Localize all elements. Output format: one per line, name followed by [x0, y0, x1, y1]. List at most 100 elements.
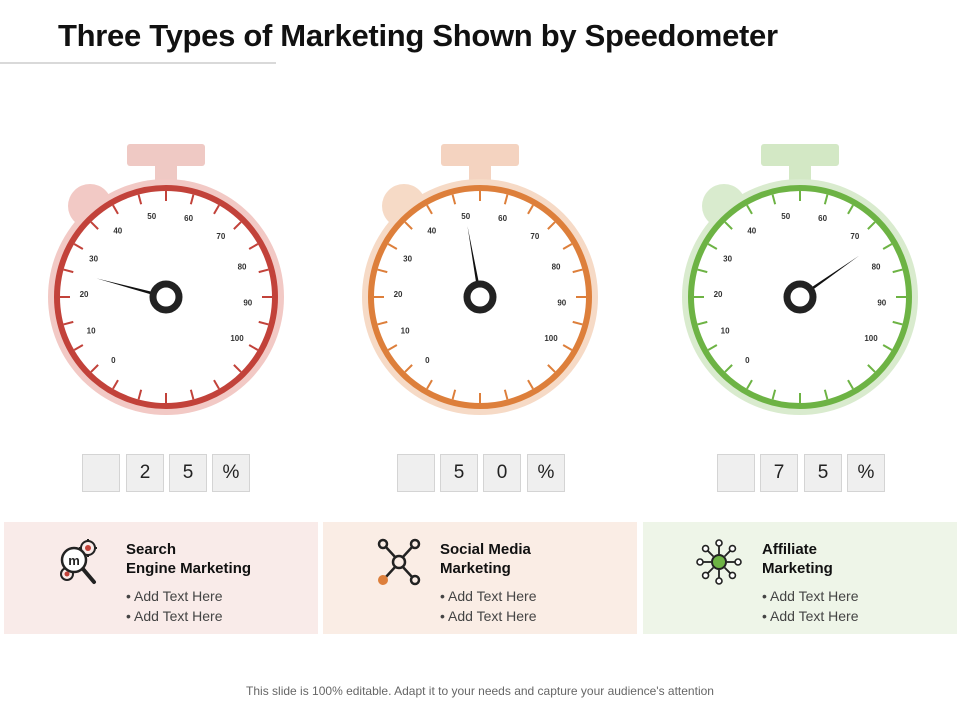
gauge-tick — [527, 379, 534, 390]
gauge-scale-label: 0 — [425, 356, 430, 365]
stopwatch-crown — [761, 144, 839, 166]
gauge-scale-label: 30 — [89, 255, 98, 264]
gauge-tick — [847, 379, 854, 390]
gauge-scale-label: 80 — [238, 262, 247, 271]
stopwatch-stem — [469, 164, 491, 182]
gauge-hub — [783, 280, 817, 314]
digit-box: 2 — [126, 454, 164, 492]
gauge-tick — [847, 204, 854, 215]
bullet-item: Add Text Here — [762, 606, 858, 626]
card-heading: Search — [126, 541, 177, 558]
footer-note: This slide is 100% editable. Adapt it to… — [246, 684, 714, 698]
gauge-tick — [724, 364, 733, 373]
gauge-tick — [823, 389, 829, 400]
speedometer-1: 0 10 20 30 40 50 60 70 80 90 100 — [46, 140, 286, 420]
gauge-tick — [724, 221, 733, 230]
gauge-scale-label: 70 — [850, 232, 859, 241]
gauge-scale-label: 80 — [872, 262, 881, 271]
bullet-item: Add Text Here — [126, 606, 222, 626]
stopwatch-crown — [127, 144, 205, 166]
affiliate-node — [728, 544, 737, 553]
gauge-tick — [213, 379, 220, 390]
gauge-scale-label: 30 — [723, 255, 732, 264]
digit-box: 5 — [169, 454, 207, 492]
gauge-tick — [112, 379, 119, 390]
gauge-scale-label: 70 — [530, 232, 539, 241]
gauge-tick — [248, 344, 259, 351]
gauge-scale-label: 100 — [544, 334, 558, 343]
affiliate-node — [701, 571, 710, 580]
gauge-tick — [882, 243, 893, 250]
gauge-scale-label: 60 — [498, 214, 507, 223]
gauge-tick — [892, 320, 903, 326]
gauge-scale-label: 20 — [394, 290, 403, 299]
gauge-scale-label: 10 — [401, 326, 410, 335]
gauge-scale-label: 50 — [147, 212, 156, 221]
gauge-tick — [527, 204, 534, 215]
bullet-item: Add Text Here — [440, 606, 536, 626]
gauge-tick — [451, 194, 457, 205]
gauge-tick — [823, 194, 829, 205]
gauge-tick — [258, 268, 269, 274]
speedometer-graphic: 0 10 20 30 40 50 60 70 80 90 100 — [362, 144, 598, 415]
gauge-scale-label: 20 — [80, 290, 89, 299]
gauge-scale-label: 0 — [745, 356, 750, 365]
gauge-tick — [404, 221, 413, 230]
gauge-tick — [189, 389, 195, 400]
gauge-scale-label: 80 — [552, 262, 561, 271]
card-social-media-marketing: Social Media Marketing Add Text Here Add… — [323, 522, 637, 634]
affiliate-node — [696, 558, 704, 566]
gauge-tick — [882, 344, 893, 351]
affiliate-node — [728, 571, 737, 580]
speedometer-2: 0 10 20 30 40 50 60 70 80 90 100 — [360, 140, 600, 420]
gauge-tick — [746, 204, 753, 215]
gauge-scale-label: 20 — [714, 290, 723, 299]
gauge-tick — [746, 379, 753, 390]
digit-box — [717, 454, 755, 492]
speedometer-graphic: 0 10 20 30 40 50 60 70 80 90 100 — [682, 144, 918, 415]
gauge-scale-label: 40 — [747, 227, 756, 236]
gauge-scale-label: 90 — [877, 299, 886, 308]
digit-box: 5 — [440, 454, 478, 492]
stopwatch-stem — [789, 164, 811, 182]
gauge-tick — [867, 364, 876, 373]
gauge-tick — [258, 320, 269, 326]
gauge-tick — [233, 221, 242, 230]
gauge-scale-label: 90 — [557, 299, 566, 308]
stopwatch-stem — [155, 164, 177, 182]
gauge-tick — [547, 221, 556, 230]
percent-box: % — [527, 454, 565, 492]
gauge-tick — [707, 243, 718, 250]
gauge-scale-label: 70 — [216, 232, 225, 241]
affiliate-ray — [707, 567, 714, 574]
gauge-scale-label: 60 — [818, 214, 827, 223]
gauge-scale-label: 30 — [403, 255, 412, 264]
card-heading: Engine Marketing — [126, 560, 252, 577]
gauge-tick — [137, 194, 143, 205]
card-heading: Affiliate — [762, 541, 818, 558]
gauge-tick — [248, 243, 259, 250]
gauge-tick — [73, 243, 84, 250]
gauge-tick — [562, 243, 573, 250]
gauge-tick — [451, 389, 457, 400]
gauge-scale-label: 50 — [781, 212, 790, 221]
card-search-engine-marketing: m Search Engine Marketing Add Text Here … — [4, 522, 318, 634]
digit-box — [397, 454, 435, 492]
gauge-scale-label: 100 — [864, 334, 878, 343]
gauge-tick — [697, 268, 708, 274]
affiliate-node — [734, 558, 742, 566]
affiliate-network-icon — [696, 539, 742, 585]
card-affiliate-marketing: Affiliate Marketing Add Text Here Add Te… — [643, 522, 957, 634]
digit-box: 7 — [760, 454, 798, 492]
gauge-tick — [547, 364, 556, 373]
svg-text:m: m — [68, 553, 80, 568]
card-heading: Marketing — [440, 560, 511, 577]
gauge-tick — [562, 344, 573, 351]
affiliate-node — [701, 544, 710, 553]
affiliate-ray — [724, 567, 731, 574]
gauge-scale-label: 10 — [87, 326, 96, 335]
digit-box: 0 — [483, 454, 521, 492]
gauge-tick — [697, 320, 708, 326]
gauge-tick — [572, 320, 583, 326]
gauge-scale-label: 100 — [230, 334, 244, 343]
